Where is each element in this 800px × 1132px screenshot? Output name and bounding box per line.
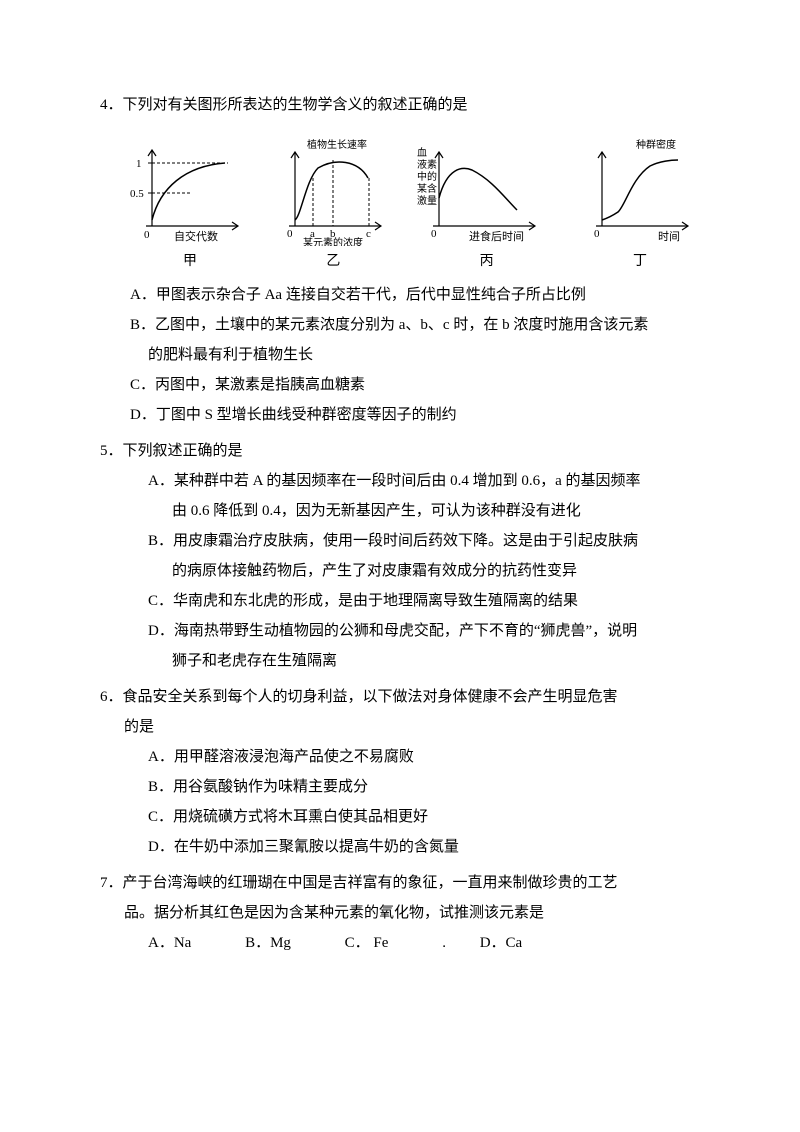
q6-opt-D: D．在牛奶中添加三聚氰胺以提高牛奶的含氮量 <box>124 832 700 862</box>
ding-origin: 0 <box>594 228 600 240</box>
bing-yl-5: 素 <box>427 158 437 171</box>
bing-yl-7: 含 <box>427 182 437 195</box>
chart-ding: 种群密度 0 时间 丁 <box>580 138 700 276</box>
bing-yl-4: 激 <box>417 194 427 207</box>
chart-bing-curve <box>439 168 517 210</box>
chart-ding-curve <box>602 160 678 220</box>
q5-opt-D-l1: D．海南热带野生动植物园的公狮和母虎交配，产下不育的“狮虎兽”，说明 <box>124 616 700 646</box>
question-5: 5．下列叙述正确的是 A．某种群中若 A 的基因频率在一段时间后由 0.4 增加… <box>100 436 700 676</box>
bing-yl-8: 量 <box>427 195 437 207</box>
question-7: 7．产于台湾海峡的红珊瑚在中国是吉祥富有的象征，一直用来制做珍贵的工艺 品。据分… <box>100 868 700 958</box>
ding-xlabel: 时间 <box>658 230 680 243</box>
jia-ytick-1: 1 <box>136 158 142 170</box>
bing-yl-1: 液 <box>417 158 427 171</box>
q4-opt-C: C．丙图中，某激素是指胰高血糖素 <box>124 370 700 400</box>
q7-options: A．Na B．Mg C． Fe . D．Ca <box>100 928 700 958</box>
bing-yl-2: 中 <box>417 170 427 183</box>
bing-xlabel: 进食后时间 <box>469 229 524 243</box>
q4-opt-D: D．丁图中 S 型增长曲线受种群密度等因子的制约 <box>124 400 700 430</box>
yi-xc: c <box>366 228 371 240</box>
bing-yl-0: 血 <box>417 146 427 159</box>
q4-opt-B-l2: 的肥料最有利于植物生长 <box>100 340 700 370</box>
yi-origin: 0 <box>287 228 293 240</box>
bing-yl-3: 某 <box>417 183 427 195</box>
q7-opt-A: A．Na <box>148 928 191 958</box>
q5-opt-B-l1: B．用皮康霜治疗皮肤病，使用一段时间后药效下降。这是由于引起皮肤病 <box>124 526 700 556</box>
chart-yi-svg: 植物生长速率 a b c 0 某元素的浓度 <box>273 138 393 246</box>
q5-opt-A-l2: 由 0.6 降低到 0.4，因为无新基因产生，可认为该种群没有进化 <box>100 496 700 526</box>
chart-bing-caption: 丙 <box>417 248 557 276</box>
jia-xlabel: 自交代数 <box>174 229 218 243</box>
q4-stem: 4．下列对有关图形所表达的生物学含义的叙述正确的是 <box>100 90 700 120</box>
q7-opt-dot: . <box>442 928 446 958</box>
q7-opt-B: B．Mg <box>245 928 291 958</box>
q6-stem-l1: 6．食品安全关系到每个人的切身利益，以下做法对身体健康不会产生明显危害 <box>100 682 700 712</box>
chart-jia-svg: 1 0.5 0 自交代数 <box>130 138 250 246</box>
q5-opt-A-l1: A．某种群中若 A 的基因频率在一段时间后由 0.4 增加到 0.6，a 的基因… <box>124 466 700 496</box>
bing-yl-6: 的 <box>427 170 437 183</box>
chart-bing-svg: 血 液 中 某 激 素 的 含 量 0 进食后时间 <box>417 138 557 246</box>
q7-stem-l2: 品。据分析其红色是因为含某种元素的氧化物，试推测该元素是 <box>100 898 700 928</box>
chart-ding-caption: 丁 <box>580 248 700 276</box>
chart-jia-curve <box>152 163 225 220</box>
yi-xlabel: 某元素的浓度 <box>303 236 363 246</box>
question-6: 6．食品安全关系到每个人的切身利益，以下做法对身体健康不会产生明显危害 的是 A… <box>100 682 700 862</box>
chart-jia: 1 0.5 0 自交代数 甲 <box>130 138 250 276</box>
q5-stem: 5．下列叙述正确的是 <box>100 436 700 466</box>
question-4: 4．下列对有关图形所表达的生物学含义的叙述正确的是 1 0.5 0 自交代数 甲 <box>100 90 700 430</box>
chart-ding-svg: 种群密度 0 时间 <box>580 138 700 246</box>
q4-opt-A: A．甲图表示杂合子 Aa 连接自交若干代，后代中显性纯合子所占比例 <box>124 280 700 310</box>
q5-opt-D-l2: 狮子和老虎存在生殖隔离 <box>100 646 700 676</box>
q6-opt-B: B．用谷氨酸钠作为味精主要成分 <box>124 772 700 802</box>
q4-charts: 1 0.5 0 自交代数 甲 植物生长速率 a b c <box>130 138 700 276</box>
ding-title: 种群密度 <box>636 138 676 151</box>
chart-yi-curve <box>295 162 368 220</box>
q6-opt-A: A．用甲醛溶液浸泡海产品使之不易腐败 <box>124 742 700 772</box>
q4-opt-B-l1: B．乙图中，土壤中的某元素浓度分别为 a、b、c 时，在 b 浓度时施用含该元素 <box>124 310 700 340</box>
q6-opt-C: C．用烧硫磺方式将木耳熏白使其品相更好 <box>124 802 700 832</box>
q6-stem-l2: 的是 <box>100 712 700 742</box>
q7-opt-D: D．Ca <box>480 928 523 958</box>
chart-yi: 植物生长速率 a b c 0 某元素的浓度 乙 <box>273 138 393 276</box>
q5-opt-B-l2: 的病原体接触药物后，产生了对皮康霜有效成分的抗药性变异 <box>100 556 700 586</box>
jia-origin: 0 <box>144 229 150 241</box>
yi-title: 植物生长速率 <box>307 138 367 151</box>
q7-opt-C: C． Fe <box>345 928 389 958</box>
chart-jia-caption: 甲 <box>130 248 250 276</box>
q5-opt-C: C．华南虎和东北虎的形成，是由于地理隔离导致生殖隔离的结果 <box>124 586 700 616</box>
jia-ytick-05: 0.5 <box>130 188 144 200</box>
bing-origin: 0 <box>431 228 437 240</box>
q7-stem-l1: 7．产于台湾海峡的红珊瑚在中国是吉祥富有的象征，一直用来制做珍贵的工艺 <box>100 868 700 898</box>
chart-yi-caption: 乙 <box>273 248 393 276</box>
chart-bing: 血 液 中 某 激 素 的 含 量 0 进食后时间 丙 <box>417 138 557 276</box>
